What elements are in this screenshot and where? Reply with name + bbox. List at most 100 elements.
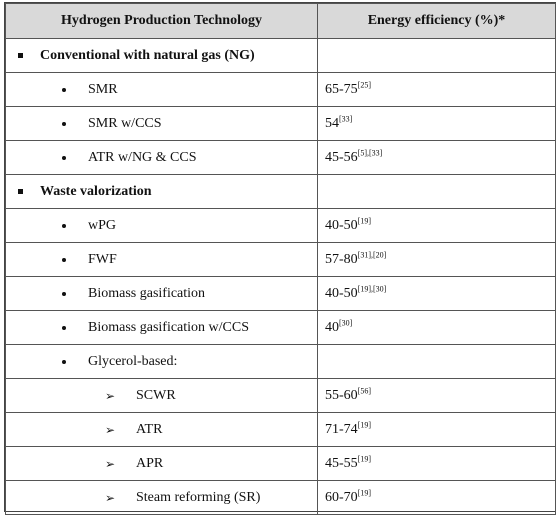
efficiency-table: Hydrogen Production Technology Energy ef… — [5, 3, 556, 515]
efficiency-value: 55-60 — [325, 387, 358, 403]
section-label: Waste valorization — [40, 183, 152, 199]
table-row: Biomass gasification 40-50[19],[30] — [5, 276, 556, 311]
efficiency-cell: 60-70[19] — [317, 480, 556, 515]
table-row: wPG 40-50[19] — [5, 208, 556, 243]
technology-cell-content: Conventional with natural gas (NG) — [6, 48, 317, 64]
technology-cell-content: ATR w/NG & CCS — [6, 150, 317, 166]
table-row: ➢ Steam reforming (SR) 60-70[19] — [5, 480, 556, 515]
technology-cell: ➢ Steam reforming (SR) — [5, 480, 318, 515]
arrowhead-bullet-icon: ➢ — [105, 388, 116, 403]
round-bullet-icon — [62, 291, 66, 296]
efficiency-value: 60-70 — [325, 489, 358, 505]
efficiency-value: 71-74 — [325, 421, 358, 437]
technology-cell: ➢ ATR — [5, 412, 318, 447]
efficiency-value: 40 — [325, 319, 339, 335]
technology-label: Glycerol-based: — [88, 353, 178, 369]
efficiency-value: 45-55 — [325, 455, 358, 471]
technology-label: wPG — [88, 217, 117, 233]
technology-cell: ➢ APR — [5, 446, 318, 481]
technology-label: ATR w/NG & CCS — [88, 149, 197, 165]
technology-cell: ➢ SCWR — [5, 378, 318, 413]
technology-cell: ATR w/NG & CCS — [5, 140, 318, 175]
technology-cell-content: ➢ Steam reforming (SR) — [6, 490, 317, 506]
round-bullet-icon — [62, 121, 66, 126]
technology-cell-content: SMR w/CCS — [6, 116, 317, 132]
arrowhead-bullet-icon: ➢ — [105, 422, 116, 437]
efficiency-value: 57-80 — [325, 251, 358, 267]
round-bullet-icon — [62, 325, 66, 330]
reference-citation: [25] — [357, 79, 371, 89]
efficiency-table-frame: Hydrogen Production Technology Energy ef… — [4, 2, 556, 515]
technology-cell-content: SMR — [6, 82, 317, 98]
technology-label: FWF — [88, 251, 117, 267]
reference-citation: [19] — [357, 453, 371, 463]
technology-label: SMR — [88, 81, 118, 97]
technology-cell-content: ➢ ATR — [6, 422, 317, 438]
reference-citation: [19],[30] — [357, 283, 387, 293]
efficiency-cell: 40[30] — [317, 310, 556, 345]
table-row: FWF 57-80[31],[20] — [5, 242, 556, 277]
round-bullet-icon — [62, 155, 66, 160]
technology-cell-content: Waste valorization — [6, 184, 317, 200]
technology-label: SMR w/CCS — [88, 115, 162, 131]
table-row: SMR w/CCS 54[33] — [5, 106, 556, 141]
table-section-row: Conventional with natural gas (NG) — [5, 38, 556, 73]
technology-cell-content: ➢ SCWR — [6, 388, 317, 404]
reference-citation: [19] — [357, 215, 371, 225]
technology-cell-content: Biomass gasification — [6, 286, 317, 302]
round-bullet-icon — [62, 359, 66, 364]
table-body: Conventional with natural gas (NG) SMR 65-… — [5, 38, 556, 515]
reference-citation: [33] — [339, 113, 353, 123]
efficiency-cell: 40-50[19],[30] — [317, 276, 556, 311]
technology-cell: Glycerol-based: — [5, 344, 318, 379]
technology-cell: Waste valorization — [5, 174, 318, 209]
table-header-row: Hydrogen Production Technology Energy ef… — [5, 3, 556, 39]
technology-cell: SMR — [5, 72, 318, 107]
efficiency-cell: 45-56[5],[33] — [317, 140, 556, 175]
square-bullet-icon — [18, 189, 23, 194]
table-row: ➢ SCWR 55-60[56] — [5, 378, 556, 413]
efficiency-cell: 57-80[31],[20] — [317, 242, 556, 277]
technology-cell: Conventional with natural gas (NG) — [5, 38, 318, 73]
technology-label: APR — [136, 455, 164, 471]
reference-citation: [31],[20] — [357, 249, 387, 259]
table-section-row: Waste valorization — [5, 174, 556, 209]
technology-cell-content: wPG — [6, 218, 317, 234]
technology-cell: wPG — [5, 208, 318, 243]
efficiency-cell: 65-75[25] — [317, 72, 556, 107]
square-bullet-icon — [18, 53, 23, 58]
efficiency-value: 40-50 — [325, 217, 358, 233]
reference-citation: [19] — [357, 487, 371, 497]
reference-citation: [5],[33] — [357, 147, 383, 157]
reference-citation: [30] — [339, 317, 353, 327]
arrowhead-bullet-icon: ➢ — [105, 456, 116, 471]
round-bullet-icon — [62, 223, 66, 228]
technology-cell-content: FWF — [6, 252, 317, 268]
reference-citation: [19] — [357, 419, 371, 429]
table-row: SMR 65-75[25] — [5, 72, 556, 107]
efficiency-value: 65-75 — [325, 81, 358, 97]
efficiency-value: 40-50 — [325, 285, 358, 301]
arrowhead-bullet-icon: ➢ — [105, 490, 116, 505]
technology-label: Biomass gasification — [88, 285, 206, 301]
efficiency-cell — [317, 344, 556, 379]
table-row: Biomass gasification w/CCS 40[30] — [5, 310, 556, 345]
efficiency-cell: 54[33] — [317, 106, 556, 141]
technology-cell: SMR w/CCS — [5, 106, 318, 141]
technology-label: Biomass gasification w/CCS — [88, 319, 249, 335]
efficiency-cell — [317, 174, 556, 209]
technology-label: Steam reforming (SR) — [136, 489, 261, 505]
table-row: Glycerol-based: — [5, 344, 556, 379]
technology-cell: FWF — [5, 242, 318, 277]
table-row: ➢ APR 45-55[19] — [5, 446, 556, 481]
efficiency-cell: 45-55[19] — [317, 446, 556, 481]
header-technology: Hydrogen Production Technology — [5, 3, 318, 39]
technology-cell-content: Biomass gasification w/CCS — [6, 320, 317, 336]
technology-cell-content: Glycerol-based: — [6, 354, 317, 370]
technology-cell: Biomass gasification — [5, 276, 318, 311]
efficiency-cell: 55-60[56] — [317, 378, 556, 413]
efficiency-value: 54 — [325, 115, 339, 131]
reference-citation: [56] — [357, 385, 371, 395]
technology-label: ATR — [136, 421, 163, 437]
section-label: Conventional with natural gas (NG) — [40, 47, 255, 63]
